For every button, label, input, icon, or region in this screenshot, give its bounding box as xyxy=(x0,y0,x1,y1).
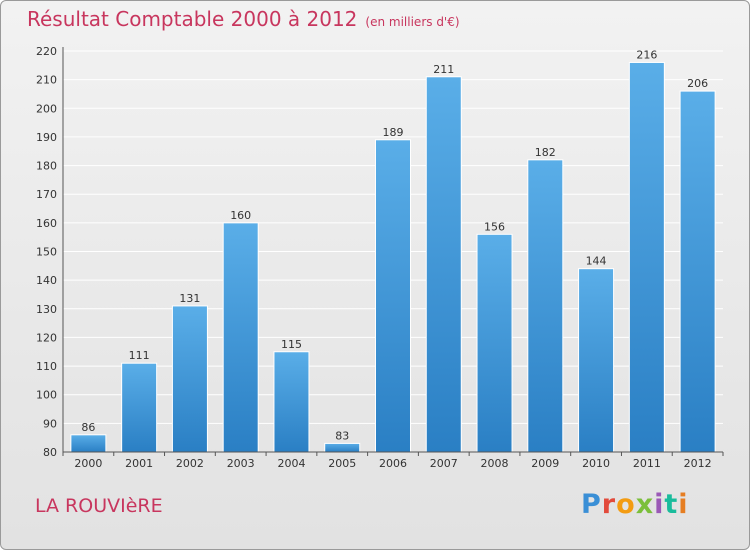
y-tick-label: 120 xyxy=(36,331,57,344)
x-tick-label: 2010 xyxy=(582,457,610,470)
bar-value-label: 182 xyxy=(535,146,556,159)
y-tick-label: 200 xyxy=(36,102,57,115)
x-tick-label: 2011 xyxy=(633,457,661,470)
bar xyxy=(679,90,716,453)
x-tick-label: 2012 xyxy=(684,457,712,470)
bar-value-label: 83 xyxy=(335,429,349,442)
bar-value-label: 144 xyxy=(586,255,607,268)
bar xyxy=(375,139,411,453)
bar xyxy=(171,305,208,453)
bar-value-label: 115 xyxy=(281,338,302,351)
bar xyxy=(425,76,462,453)
y-tick-label: 180 xyxy=(36,160,57,173)
y-tick-label: 100 xyxy=(36,389,57,402)
x-tick-label: 2003 xyxy=(227,457,255,470)
chart-title: Résultat Comptable 2000 à 2012 (en millie… xyxy=(27,7,460,31)
bar xyxy=(628,61,665,453)
bars: 86 111 131 160 115 83 189 211 156 182 144 216 206 xyxy=(70,48,716,453)
proxiti-logo: Proxiti xyxy=(581,489,689,520)
x-tick-label: 2007 xyxy=(430,457,458,470)
bar xyxy=(273,351,310,453)
bar-value-label: 156 xyxy=(484,220,505,233)
logo-letter: t xyxy=(664,489,679,520)
logo-letter: o xyxy=(616,489,636,520)
axes: 80 90 100 110 120 130 140 150 160 170 180 190 200 210… xyxy=(36,45,724,470)
y-tick-label: 170 xyxy=(36,188,57,201)
logo-letter: i xyxy=(678,489,689,520)
chart-title-text: Résultat Comptable 2000 à 2012 xyxy=(27,7,358,31)
y-tick-label: 140 xyxy=(36,274,57,287)
y-tick-label: 110 xyxy=(36,360,57,373)
bar-value-label: 160 xyxy=(230,209,251,222)
y-tick-label: 150 xyxy=(36,246,57,259)
logo-letter: P xyxy=(581,489,602,520)
bar xyxy=(324,442,361,453)
y-tick-label: 190 xyxy=(36,131,57,144)
bar-value-label: 111 xyxy=(129,349,150,362)
bar xyxy=(121,362,158,453)
bar-value-label: 86 xyxy=(81,421,95,434)
bar-value-label: 206 xyxy=(687,77,708,90)
bar xyxy=(527,159,564,453)
bar-value-label: 216 xyxy=(636,48,657,61)
y-tick-label: 210 xyxy=(36,74,57,87)
x-tick-label: 2004 xyxy=(277,457,305,470)
bar-value-label: 131 xyxy=(179,292,200,305)
commune-name: LA ROUVIèRE xyxy=(35,495,163,517)
x-tick-label: 2005 xyxy=(328,457,356,470)
bar xyxy=(222,222,259,453)
x-tick-label: 2000 xyxy=(74,457,102,470)
x-tick-label: 2008 xyxy=(481,457,509,470)
bar xyxy=(578,268,615,453)
logo-letter: r xyxy=(601,489,617,520)
bar xyxy=(476,233,513,453)
x-tick-label: 2006 xyxy=(379,457,407,470)
logo-letter: x xyxy=(635,489,655,520)
y-tick-label: 80 xyxy=(43,446,57,459)
bar-value-label: 189 xyxy=(383,126,404,139)
y-tick-label: 90 xyxy=(43,417,57,430)
bar-value-label: 211 xyxy=(433,63,454,76)
y-tick-label: 220 xyxy=(36,45,57,58)
x-tick-label: 2002 xyxy=(176,457,204,470)
x-tick-label: 2009 xyxy=(531,457,559,470)
logo-letter: i xyxy=(654,489,665,520)
chart-unit-label: (en milliers d'€) xyxy=(365,15,460,29)
bar xyxy=(70,434,107,453)
x-tick-label: 2001 xyxy=(125,457,153,470)
y-tick-label: 130 xyxy=(36,303,57,316)
y-tick-label: 160 xyxy=(36,217,57,230)
